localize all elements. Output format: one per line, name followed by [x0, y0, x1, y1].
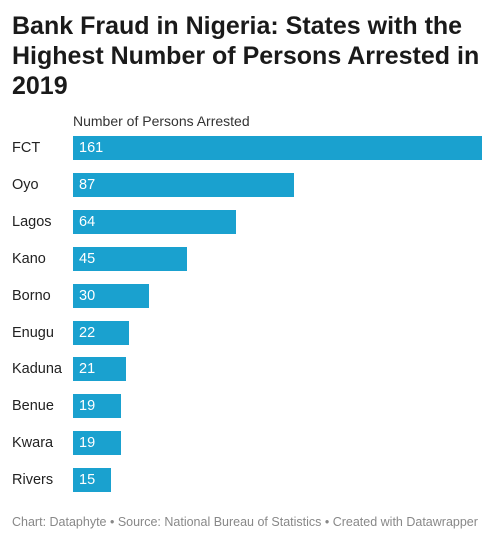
value-label-borno: 30 [79, 288, 96, 304]
bar-fct [73, 136, 482, 160]
category-label-enugu: Enugu [12, 325, 54, 341]
bar-kano [73, 247, 188, 271]
value-label-benue: 19 [79, 398, 96, 414]
category-label-kaduna: Kaduna [12, 361, 62, 377]
category-label-benue: Benue [12, 398, 54, 414]
bar-oyo [73, 173, 294, 197]
category-label-kano: Kano [12, 251, 46, 267]
value-label-oyo: 87 [79, 177, 96, 193]
bar-kaduna [73, 357, 127, 381]
bar-kwara [73, 431, 122, 455]
value-label-lagos: 64 [79, 214, 96, 230]
value-label-rivers: 15 [79, 472, 96, 488]
bar-enugu [73, 321, 129, 345]
category-label-borno: Borno [12, 288, 51, 304]
category-label-rivers: Rivers [12, 472, 54, 488]
category-label-oyo: Oyo [12, 177, 39, 193]
value-label-kaduna: 21 [79, 361, 96, 377]
category-label-kwara: Kwara [12, 435, 54, 451]
bar-lagos [73, 210, 236, 234]
category-label-fct: FCT [12, 140, 41, 156]
column-header: Number of Persons Arrested [73, 113, 250, 129]
chart-footer: Chart: Dataphyte • Source: National Bure… [12, 515, 478, 529]
chart-title: Bank Fraud in Nigeria: States with the H… [12, 12, 480, 100]
value-label-kwara: 19 [79, 435, 96, 451]
bar-rivers [73, 468, 112, 492]
category-label-lagos: Lagos [12, 214, 52, 230]
bar-benue [73, 394, 122, 418]
bar-borno [73, 284, 150, 308]
value-label-kano: 45 [79, 251, 96, 267]
value-label-fct: 161 [79, 140, 104, 156]
value-label-enugu: 22 [79, 325, 96, 341]
